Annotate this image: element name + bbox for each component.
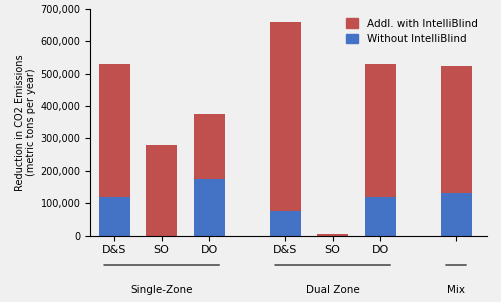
Y-axis label: Reduction in CO2 Emissions
(metric tons per year): Reduction in CO2 Emissions (metric tons … bbox=[15, 54, 37, 191]
Bar bbox=[99, 64, 129, 197]
Bar bbox=[193, 179, 224, 236]
Text: Single-Zone: Single-Zone bbox=[130, 285, 192, 295]
Bar bbox=[269, 22, 300, 211]
Bar bbox=[317, 234, 347, 236]
Legend: Addl. with IntelliBlind, Without IntelliBlind: Addl. with IntelliBlind, Without Intelli… bbox=[341, 14, 481, 48]
Text: Dual Zone: Dual Zone bbox=[305, 285, 359, 295]
Bar bbox=[269, 211, 300, 236]
Bar bbox=[146, 145, 177, 236]
Text: Mix: Mix bbox=[446, 285, 464, 295]
Bar bbox=[440, 194, 470, 236]
Bar bbox=[364, 197, 395, 236]
Bar bbox=[99, 197, 129, 236]
Bar bbox=[193, 114, 224, 179]
Bar bbox=[364, 64, 395, 197]
Bar bbox=[440, 66, 470, 194]
